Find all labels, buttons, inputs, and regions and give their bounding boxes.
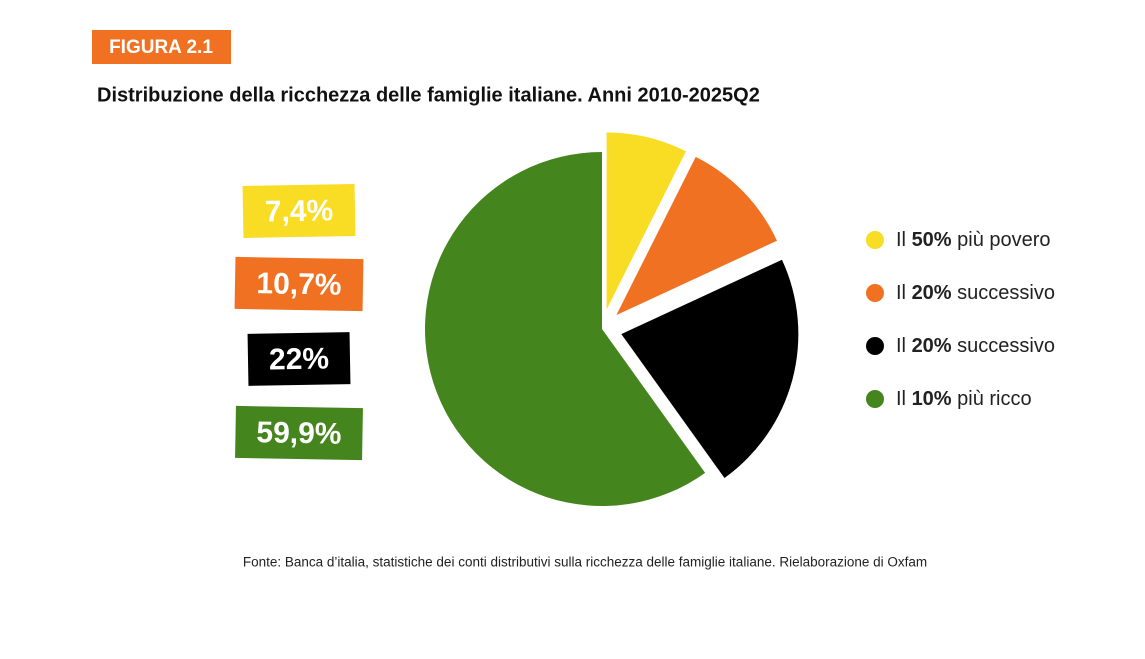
value-label: 22% (269, 342, 330, 376)
legend-marker (866, 337, 884, 355)
value-label: 10,7% (256, 267, 342, 301)
value-label-box: 7,4% (242, 184, 356, 238)
legend-marker (866, 231, 884, 249)
value-label: 7,4% (265, 194, 334, 228)
pie-slice (425, 152, 706, 506)
legend-label: Il 20% successivo (896, 282, 1055, 304)
pie-slice (621, 259, 799, 478)
pie-slice (606, 132, 686, 310)
value-label-box: 22% (247, 332, 351, 386)
source-note: Fonte: Banca d’italia, statistiche dei c… (243, 555, 927, 570)
value-label-bg (234, 256, 364, 312)
value-label-bg (242, 184, 356, 238)
chart-title: Distribuzione della ricchezza delle fami… (97, 84, 760, 106)
value-label-box: 59,9% (235, 405, 363, 461)
legend-label: Il 20% successivo (896, 335, 1055, 357)
legend-label: Il 50% più povero (896, 229, 1051, 251)
figure-badge (92, 30, 231, 64)
legend-marker (866, 390, 884, 408)
value-label: 59,9% (256, 416, 342, 450)
value-label-bg (235, 405, 363, 461)
legend-marker (866, 284, 884, 302)
legend-label: Il 10% più ricco (896, 388, 1032, 410)
pie-slice (616, 156, 777, 316)
figure-label: FIGURA 2.1 (109, 37, 213, 58)
value-label-bg (247, 332, 351, 386)
value-label-box: 10,7% (234, 256, 364, 312)
